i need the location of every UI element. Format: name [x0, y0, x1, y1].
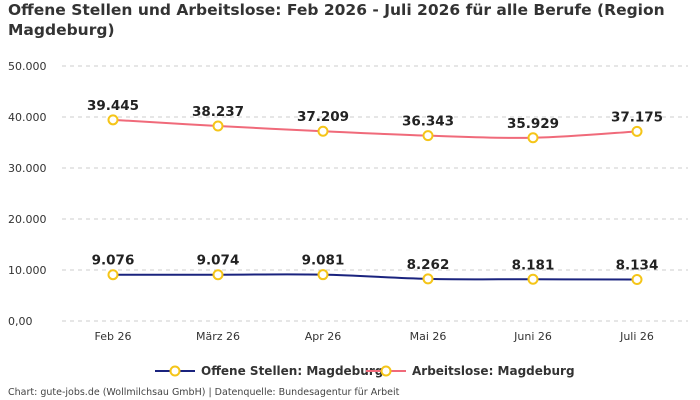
data-point[interactable] [317, 125, 329, 137]
legend-label[interactable]: Offene Stellen: Magdeburg [201, 364, 383, 378]
y-tick-label: 10.000 [8, 264, 47, 277]
data-point[interactable] [107, 114, 119, 126]
data-label: 9.081 [302, 253, 345, 269]
y-tick-label: 30.000 [8, 162, 47, 175]
line-chart: 0,00 10.000 20.000 30.000 40.000 50.000 Feb 2… [8, 60, 688, 378]
series-line [112, 273, 638, 281]
x-tick-label: Juni 26 [513, 330, 552, 343]
legend: Offene Stellen: Magdeburg Arbeitslose: Ma… [155, 364, 575, 378]
data-point[interactable] [631, 274, 643, 286]
legend-marker [169, 365, 181, 377]
data-label: 36.343 [402, 114, 454, 130]
data-label: 39.445 [87, 98, 139, 114]
series-layer [107, 114, 643, 286]
data-point[interactable] [317, 269, 329, 281]
data-label: 38.237 [192, 104, 244, 120]
legend-label[interactable]: Arbeitslose: Magdeburg [412, 364, 575, 378]
y-tick-label: 50.000 [8, 60, 47, 73]
data-point[interactable] [422, 130, 434, 142]
data-point[interactable] [212, 120, 224, 132]
y-tick-label: 0,00 [8, 315, 33, 328]
data-point[interactable] [107, 269, 119, 281]
x-tick-label: März 26 [196, 330, 240, 343]
data-label: 8.134 [616, 258, 659, 274]
y-tick-label: 20.000 [8, 213, 47, 226]
chart-title: Offene Stellen und Arbeitslose: Feb 2026… [8, 1, 665, 39]
grid-layer [62, 65, 688, 322]
series-line [112, 118, 638, 139]
data-label: 37.175 [611, 109, 663, 125]
x-axis: Feb 26 März 26 Apr 26 Mai 26 Juni 26 Juli 26 [95, 330, 654, 343]
x-tick-label: Apr 26 [305, 330, 342, 343]
data-point[interactable] [422, 273, 434, 285]
y-tick-label: 40.000 [8, 111, 47, 124]
data-label: 35.929 [507, 116, 559, 132]
data-labels: 9.076 9.074 9.081 8.262 8.181 8.134 39.445 38.2… [87, 98, 663, 274]
data-label: 8.262 [407, 257, 450, 273]
legend-marker [380, 365, 392, 377]
x-tick-label: Juli 26 [619, 330, 654, 343]
y-axis: 0,00 10.000 20.000 30.000 40.000 50.000 [8, 60, 47, 328]
data-point[interactable] [212, 269, 224, 281]
data-label: 37.209 [297, 109, 349, 125]
data-label: 9.074 [197, 253, 240, 269]
data-point[interactable] [527, 132, 539, 144]
data-point[interactable] [527, 273, 539, 285]
x-tick-label: Mai 26 [410, 330, 447, 343]
data-label: 9.076 [92, 253, 135, 269]
data-point[interactable] [631, 125, 643, 137]
source-note: Chart: gute-jobs.de (Wollmilchsau GmbH) … [8, 387, 400, 398]
x-tick-label: Feb 26 [95, 330, 132, 343]
data-label: 8.181 [512, 257, 555, 273]
